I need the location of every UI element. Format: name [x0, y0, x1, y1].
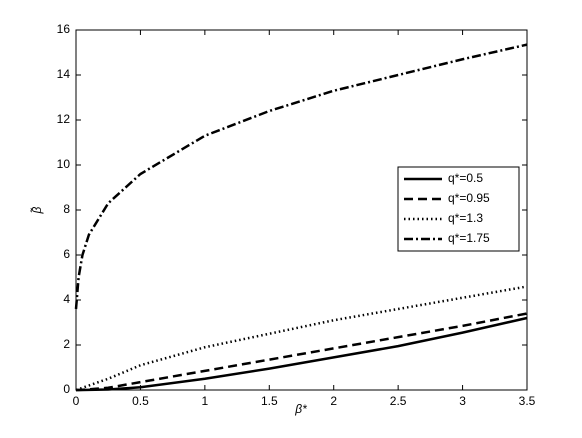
y-tick-label: 4 [63, 292, 70, 306]
x-tick-label: 3.5 [519, 394, 536, 408]
y-tick-label: 0 [63, 382, 70, 396]
line-series [74, 43, 528, 310]
y-tick-label: 16 [57, 22, 71, 36]
x-tick-label: 0 [73, 394, 80, 408]
y-tick-label: 6 [63, 247, 70, 261]
legend-box [397, 166, 520, 252]
y-axis-label: β̃ [29, 206, 44, 214]
line-series [76, 312, 528, 392]
legend-label: q*=1.3 [448, 211, 483, 225]
y-tick-label: 10 [57, 157, 71, 171]
y-tick-label: 8 [63, 202, 70, 216]
x-axis-label: β* [294, 402, 307, 416]
y-tick-label: 2 [63, 337, 70, 351]
y-tick-label: 12 [57, 112, 71, 126]
x-tick-label: 1 [202, 394, 209, 408]
x-tick-label: 2 [330, 394, 337, 408]
x-tick-label: 0.5 [132, 394, 149, 408]
x-tick-label: 3 [459, 394, 466, 408]
legend-label: q*=0.95 [448, 191, 490, 205]
x-tick-label: 1.5 [261, 394, 278, 408]
line-series [75, 285, 528, 392]
x-tick-label: 2.5 [390, 394, 407, 408]
legend-label: q*=1.75 [448, 231, 490, 245]
legend-label: q*=0.5 [448, 171, 483, 185]
y-tick-label: 14 [57, 67, 71, 81]
